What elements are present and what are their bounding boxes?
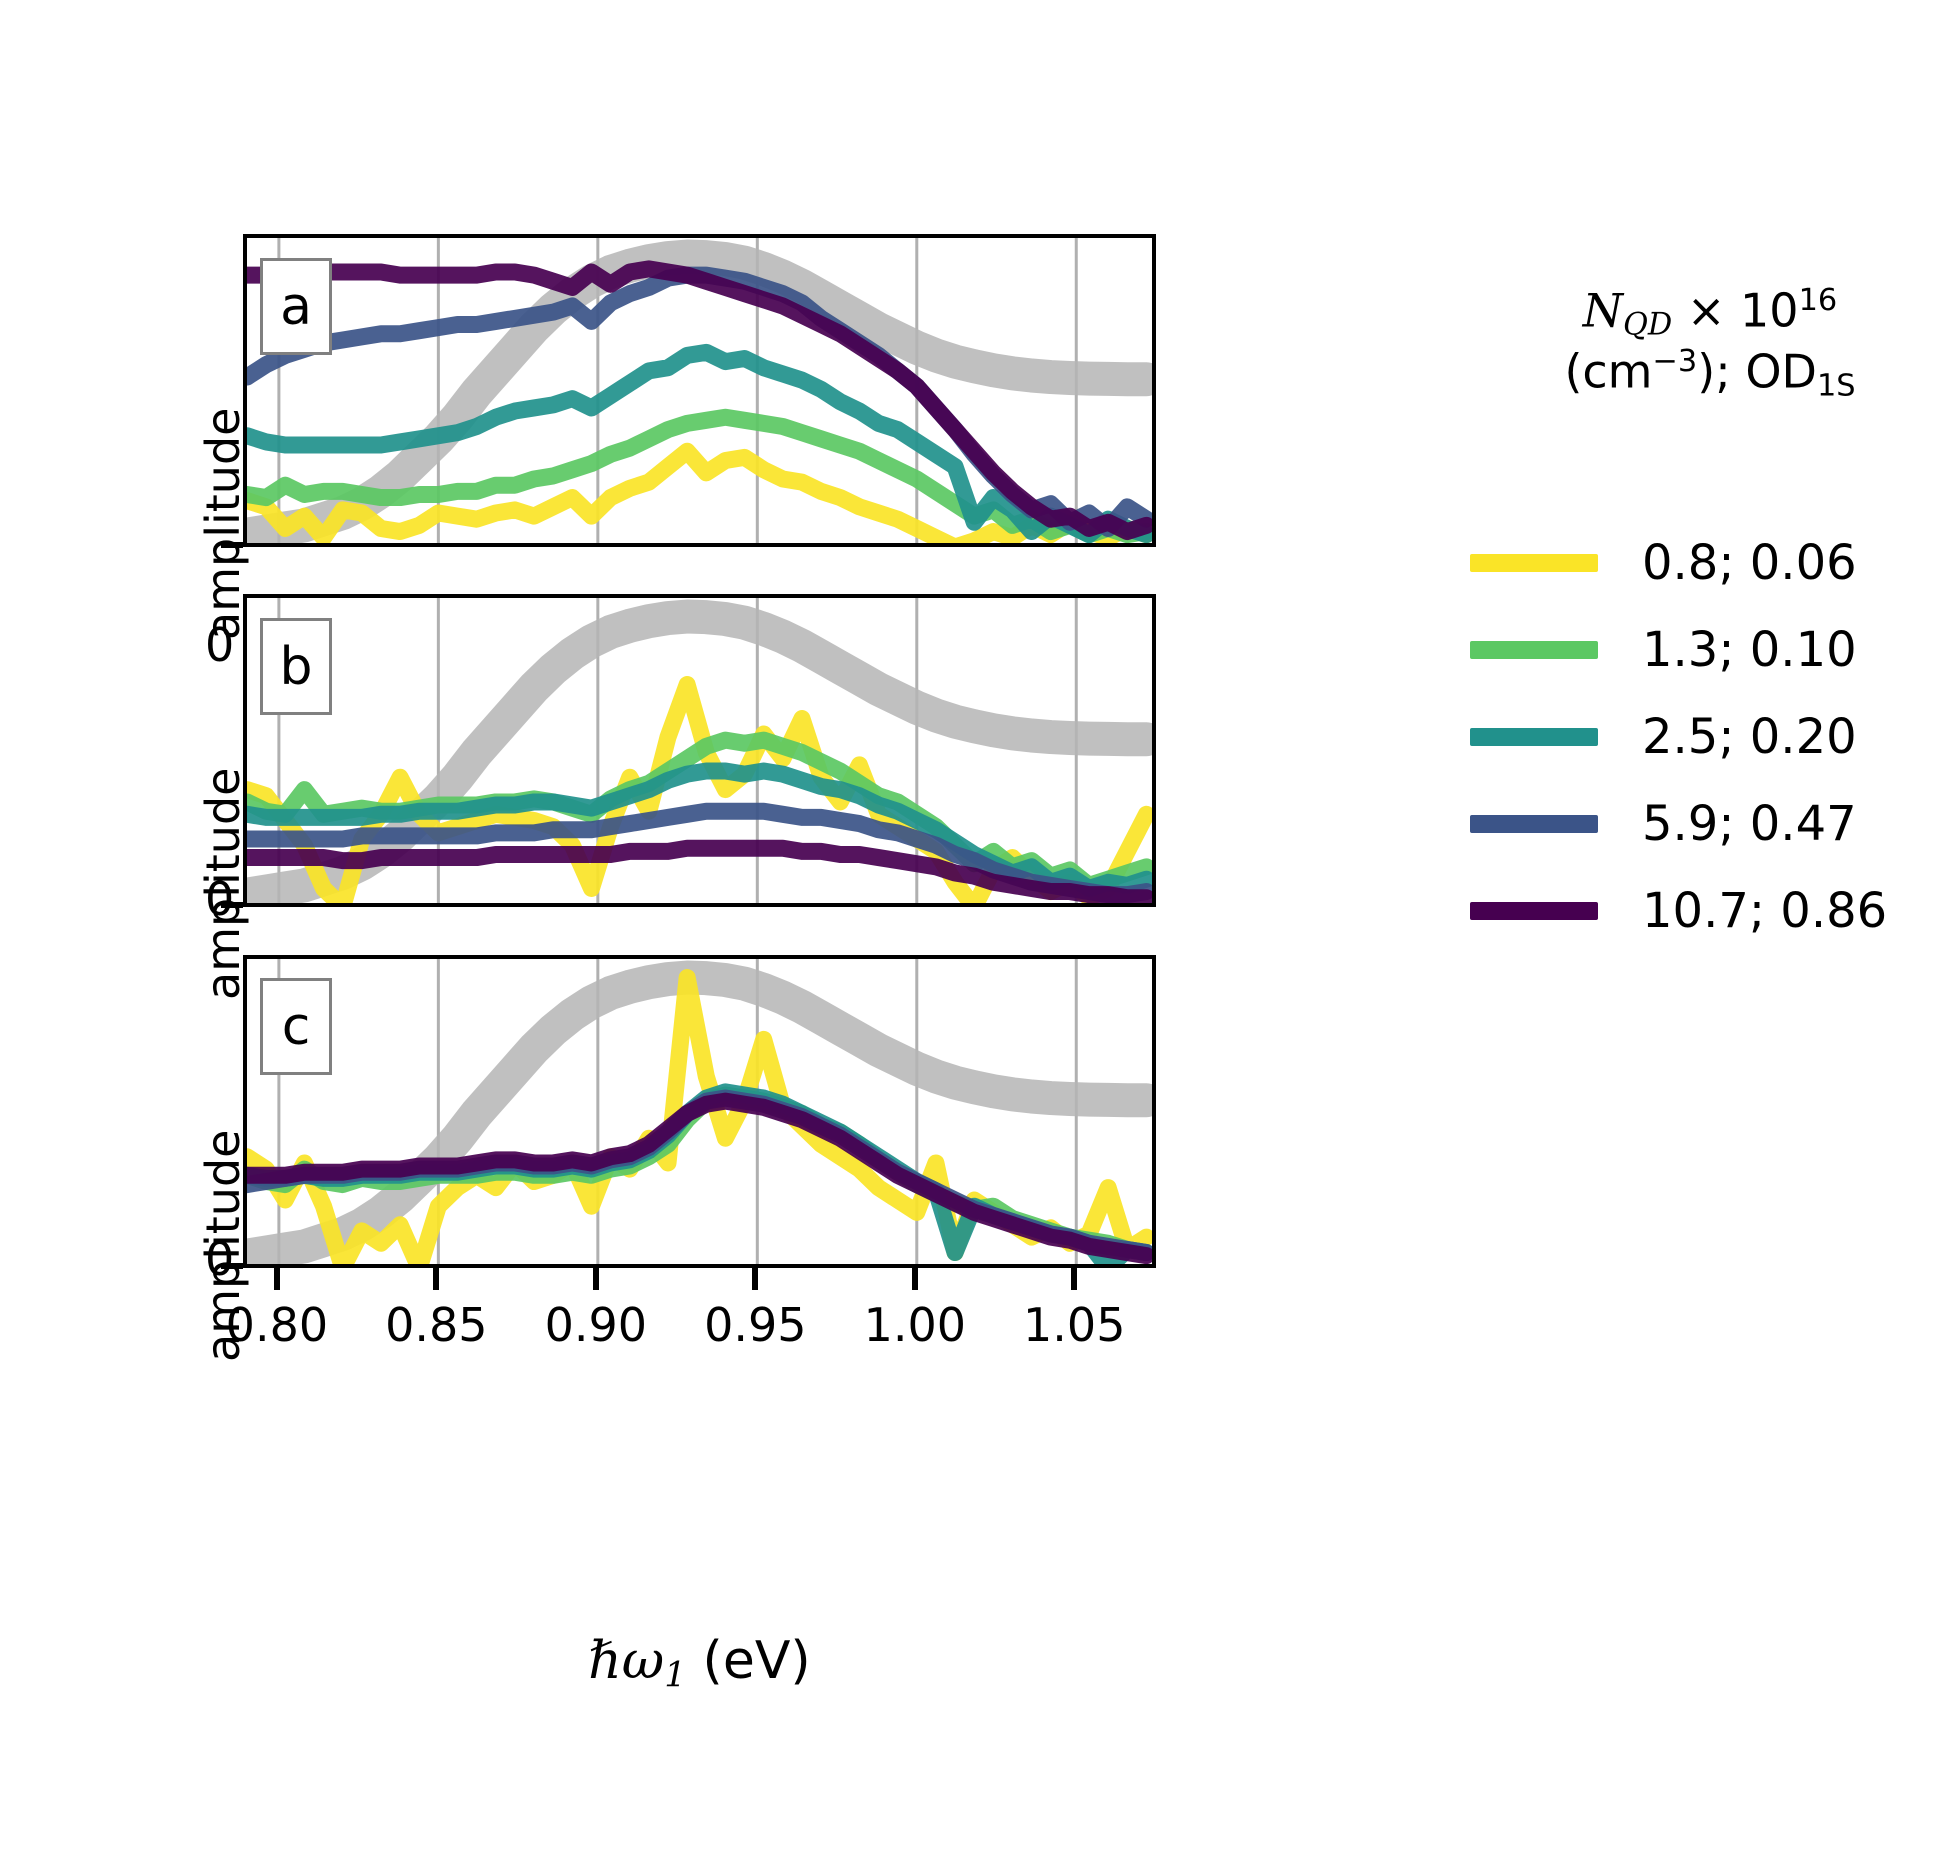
panel-b-label: b	[279, 636, 313, 697]
legend-color-swatch	[1470, 641, 1598, 659]
panel-c-ytick-zero: 0	[205, 1232, 235, 1286]
legend-title-unit-exp: −3	[1652, 344, 1698, 380]
y-axis-tick-mark	[221, 1263, 243, 1269]
x-axis-tick-mark	[752, 1268, 759, 1290]
legend-item[interactable]: 0.8; 0.06	[1470, 535, 1857, 591]
x-axis-tick-mark	[911, 1268, 918, 1290]
legend-title-unit-open: (cm	[1564, 344, 1653, 399]
series-line-2	[247, 343, 1152, 543]
panel-b-plot	[243, 594, 1156, 907]
legend-item-label: 2.5; 0.20	[1642, 709, 1857, 765]
y-axis-tick-mark	[221, 542, 243, 548]
reference-absorption-band	[247, 239, 1152, 543]
y-axis-tick-mark	[221, 902, 243, 908]
legend-color-swatch	[1470, 554, 1598, 572]
legend-title: NQD × 1016 (cm−3); OD1S	[1490, 282, 1930, 405]
legend-item-label: 0.8; 0.06	[1642, 535, 1857, 591]
panel-a-label-box: a	[260, 258, 332, 355]
panel-c-label: c	[281, 996, 311, 1057]
panel-a-ytick-zero: 0	[205, 618, 235, 672]
legend-color-swatch	[1470, 815, 1598, 833]
x-axis-tick-label: 0.90	[544, 1298, 648, 1352]
x-axis-tick-label: 1.05	[1023, 1298, 1126, 1352]
series-line-1	[247, 408, 1152, 543]
series-line-4	[247, 1092, 1152, 1264]
legend-title-mult: × 10	[1672, 283, 1799, 338]
legend-title-od: ); OD	[1697, 344, 1817, 399]
x-axis-label-unit: (eV)	[686, 1631, 811, 1691]
panel-c-label-box: c	[260, 978, 332, 1075]
panel-b-label-box: b	[260, 618, 332, 715]
legend-title-nqd: N	[1582, 283, 1624, 338]
legend-item-label: 10.7; 0.86	[1642, 883, 1888, 939]
series-line-3	[247, 802, 1152, 903]
x-axis-label-subscript: 1	[664, 1655, 687, 1696]
x-axis-tick-label: 0.85	[385, 1298, 488, 1352]
x-axis-tick-mark	[433, 1268, 440, 1290]
x-axis-tick-mark	[1071, 1268, 1078, 1290]
legend-color-swatch	[1470, 902, 1598, 920]
panel-a-label: a	[280, 276, 312, 337]
x-axis-tick-mark	[592, 1268, 599, 1290]
legend-title-exp: 16	[1798, 283, 1838, 318]
series-line-0	[247, 442, 1152, 543]
legend-title-nqd-sub: QD	[1623, 307, 1673, 343]
legend-item[interactable]: 2.5; 0.20	[1470, 709, 1857, 765]
x-axis-tick-label: 0.80	[225, 1298, 329, 1352]
series-line-4	[247, 839, 1152, 903]
x-axis-label-symbol: ℏω	[588, 1631, 665, 1691]
panel-a-ylabel: amplitude	[196, 407, 250, 640]
panel-b-ytick-zero: 0	[205, 872, 235, 926]
panel-c-plot	[243, 955, 1156, 1268]
legend-item-label: 1.3; 0.10	[1642, 622, 1857, 678]
reference-absorption-band	[247, 960, 1152, 1264]
legend-item[interactable]: 1.3; 0.10	[1470, 622, 1857, 678]
x-axis-label: ℏω1 (eV)	[243, 1631, 1156, 1696]
series-line-4	[247, 260, 1152, 541]
legend-title-od-sub: 1S	[1816, 368, 1856, 404]
legend-item[interactable]: 5.9; 0.47	[1470, 796, 1857, 852]
legend-item-label: 5.9; 0.47	[1642, 796, 1857, 852]
legend-item[interactable]: 10.7; 0.86	[1470, 883, 1887, 939]
legend-color-swatch	[1470, 728, 1598, 746]
panel-a-plot	[243, 234, 1156, 547]
x-axis-tick-label: 1.00	[863, 1298, 966, 1352]
x-axis-tick-label: 0.95	[704, 1298, 807, 1352]
x-axis-tick-mark	[273, 1268, 280, 1290]
